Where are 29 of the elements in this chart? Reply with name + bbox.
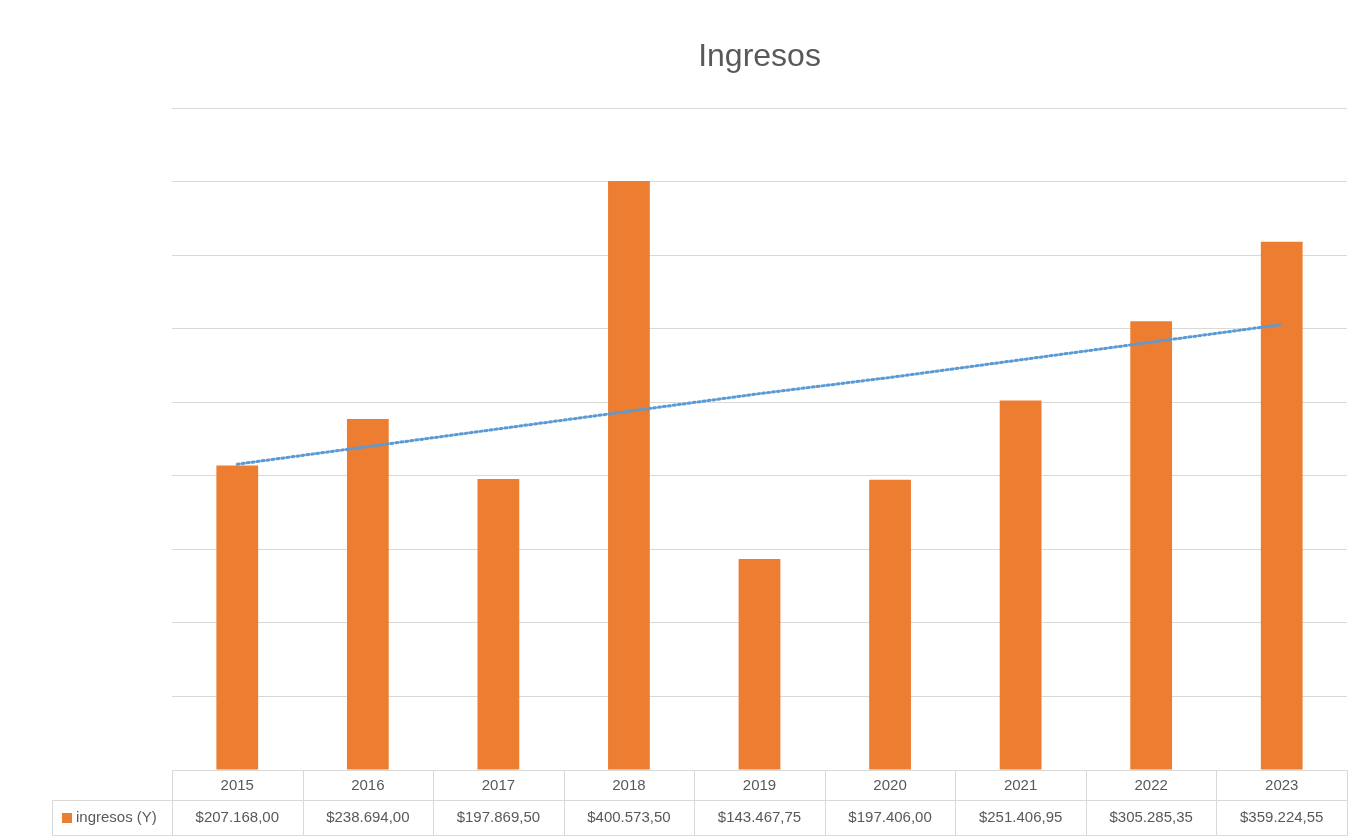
data-label: $305.285,35: [1109, 808, 1193, 826]
x-tick-label: 2023: [1265, 776, 1299, 794]
bar: [869, 479, 911, 770]
bar: [1130, 321, 1173, 770]
bar: [346, 419, 389, 770]
bar: [738, 559, 781, 770]
x-tick-label: 2021: [1003, 776, 1038, 794]
data-label: $400.573,50: [587, 808, 671, 826]
chart-title: Ingresos: [698, 37, 821, 74]
x-tick-label: 2020: [873, 776, 907, 794]
x-tick-label: 2015: [220, 776, 254, 794]
data-label: $207.168,00: [195, 808, 279, 826]
data-label: $197.406,00: [848, 808, 932, 826]
x-tick-label: 2016: [351, 776, 385, 794]
bar: [1260, 241, 1303, 770]
bar: [608, 181, 650, 770]
legend-label: ingresos (Y): [76, 808, 157, 826]
x-tick-label: 2018: [612, 776, 646, 794]
bar: [477, 479, 520, 770]
x-tick-label: 2019: [742, 776, 777, 794]
x-tick-label: 2022: [1134, 776, 1168, 794]
data-label: $143.467,75: [717, 808, 802, 826]
data-label: $359.224,55: [1240, 808, 1324, 826]
data-label: $197.869,50: [456, 808, 541, 826]
bar: [999, 400, 1042, 770]
data-label: $238.694,00: [326, 808, 410, 826]
bar: [216, 465, 259, 770]
data-label: $251.406,95: [978, 808, 1063, 826]
x-tick-label: 2017: [481, 776, 516, 794]
